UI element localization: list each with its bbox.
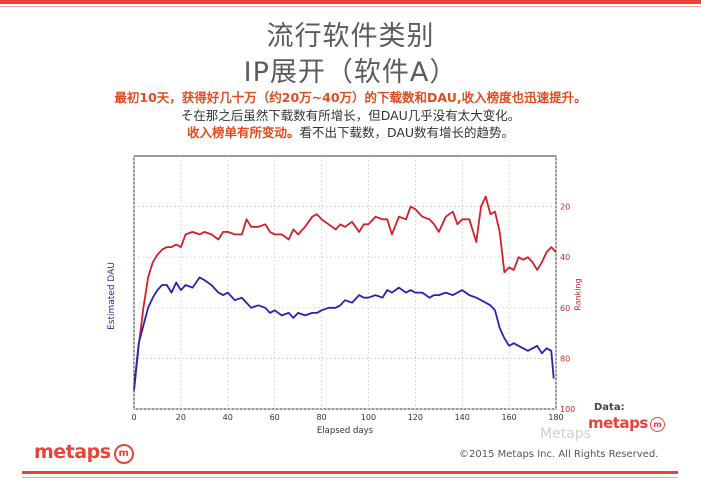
slide-title-line1: 流行软件类别	[266, 21, 435, 52]
x-axis-label: Elapsed days	[317, 426, 374, 436]
copyright: ©2015 Metaps Inc. All Rights Reserved.	[459, 449, 659, 460]
footer-logo-mark: m	[113, 444, 134, 464]
description-line3-rest: 看不出下载数，DAU数有增长的趋势。	[299, 125, 515, 140]
right-tick-label: 20	[560, 203, 570, 212]
source-logo-text: metaps	[588, 414, 648, 432]
y-axis-label-right: Ranking	[573, 278, 583, 311]
right-tick-label: 80	[560, 354, 570, 363]
dau-series-line	[133, 276, 555, 389]
x-tick-label: 0	[131, 413, 136, 422]
x-tick-label: 60	[270, 413, 280, 422]
description-line3: 收入榜单有所变动。看不出下载数，DAU数有增长的趋势。	[0, 124, 701, 142]
footer-logo: metaps m	[34, 441, 134, 464]
footer-logo-text: metaps	[34, 441, 111, 463]
top-stripe	[0, 0, 701, 4]
slide-title-line2: IP展开（软件A）	[243, 57, 458, 88]
dau-ranking-chart: 0 20 40 60 80 100 120 140 160 180 20 40 60 80 100 Elaps…	[131, 155, 575, 436]
description-line2: そ在那之后虽然下载数有所增长，但DAU几乎没有太大变化。	[180, 108, 521, 123]
source-label: Data:	[594, 402, 625, 413]
x-tick-label: 40	[223, 413, 233, 422]
plot-frame	[133, 155, 557, 410]
right-tick-label: 100	[560, 405, 575, 414]
x-tick-label: 160	[501, 413, 516, 422]
bottom-stripe	[22, 471, 678, 474]
y-axis-label-left: Estimated DAU	[107, 262, 117, 330]
description-line3-highlight: 收入榜单有所变动。	[186, 125, 300, 140]
ranking-series-line	[133, 195, 557, 392]
x-tick-label: 100	[361, 413, 376, 422]
right-tick-label: 60	[560, 304, 570, 313]
x-tick-label: 120	[408, 413, 423, 422]
x-tick-label: 80	[316, 413, 326, 422]
x-tick-label: 140	[455, 413, 470, 422]
watermark: Metaps	[540, 426, 591, 442]
source-logo-mark: m	[649, 417, 665, 432]
description-line1: 最初10天，获得好几十万（约20万~40万）的下载数和DAU,收入榜度也迅速提升…	[114, 90, 587, 105]
x-tick-label: 20	[176, 413, 186, 422]
x-tick-label: 180	[548, 413, 563, 422]
top-stripe-thin	[0, 6, 701, 7]
bottom-stripe-thin	[22, 477, 678, 478]
source-logo: metaps m	[588, 414, 665, 432]
right-tick-label: 40	[560, 253, 570, 262]
